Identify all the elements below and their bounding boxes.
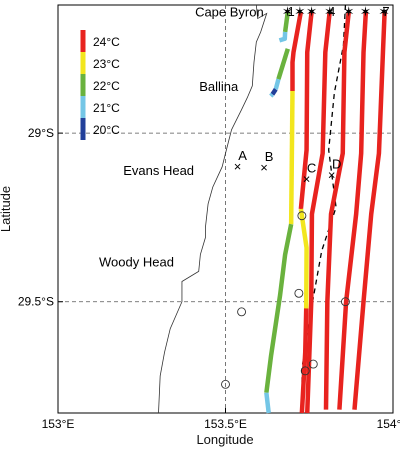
station-marker: ×	[303, 172, 311, 187]
place-label: Evans Head	[123, 163, 194, 178]
legend-label: 21°C	[93, 101, 120, 115]
station-label: B	[265, 149, 274, 164]
star-marker: ✶	[294, 5, 306, 21]
star-marker: ✶	[343, 5, 355, 21]
circle-marker	[297, 211, 307, 221]
transect-7-segment-24	[352, 11, 387, 410]
circle-marker	[237, 307, 247, 317]
circle-marker	[308, 359, 318, 369]
station-marker: ×	[328, 168, 336, 183]
transect-5-segment-24	[323, 11, 352, 410]
y-tick-label: 29.5°S	[18, 295, 54, 309]
gridlines	[58, 5, 393, 413]
transect-1-segment-22	[282, 11, 291, 33]
star-marker: ✶	[378, 5, 390, 21]
coastline	[158, 4, 268, 414]
transect-label: 7	[382, 4, 389, 19]
legend-label: 20°C	[93, 123, 120, 137]
transect-1-segment-20	[270, 88, 278, 96]
transect-label: 1	[288, 4, 295, 19]
transect-1-segment-22	[276, 48, 290, 80]
star-marker: ✶	[282, 5, 294, 21]
place-label: Woody Head	[99, 254, 174, 269]
transect-label: 4	[328, 4, 335, 19]
map-labels: A B C D 1 4 7 Cape Byron Ballina Evans Head Woody …	[99, 4, 390, 269]
transect-2-segment-24	[290, 11, 304, 91]
station-label: D	[332, 157, 341, 172]
markers: ✶ ✶ ✶ ✶ ✶ ✶ ✶× ×× ×	[221, 5, 390, 389]
y-axis-label: Latitude	[0, 186, 13, 232]
station-label: A	[238, 148, 247, 163]
legend: 24°C 23°C 22°C 21°C 20°C	[80, 30, 120, 140]
coastline-path	[158, 4, 268, 414]
x-tick-label: 153.5°E	[204, 417, 247, 431]
station-label: C	[307, 161, 316, 176]
transect-3-segment-24	[298, 11, 314, 210]
x-axis-label: Longitude	[196, 432, 253, 447]
transect-3-segment-24	[299, 308, 309, 414]
y-tick-label: 29°S	[28, 126, 54, 140]
circle-marker	[340, 297, 350, 307]
transects	[264, 11, 387, 414]
station-marker: ×	[234, 159, 242, 174]
transect-1-segment-21	[269, 92, 274, 98]
star-marker: ✶	[306, 5, 318, 21]
transect-1-segment-21	[273, 78, 281, 90]
place-label: Ballina	[199, 79, 239, 94]
transect-1-segment-21	[278, 31, 288, 43]
star-marker: ✶	[324, 5, 336, 21]
circle-marker	[300, 366, 310, 376]
legend-label: 23°C	[93, 57, 120, 71]
legend-label: 22°C	[93, 79, 120, 93]
transect-3-segment-23	[298, 208, 309, 309]
transect-2-segment-22	[264, 223, 294, 394]
star-marker: ✶	[360, 5, 372, 21]
transect-6-segment-24	[337, 11, 369, 410]
circle-marker	[294, 288, 304, 298]
axes: 153°E 153.5°E 154°E 29°S 29.5°S	[18, 126, 400, 431]
transect-2-segment-21	[264, 392, 271, 414]
x-tick-label: 153°E	[42, 417, 75, 431]
legend-label: 24°C	[93, 35, 120, 49]
place-label: Cape Byron	[195, 5, 264, 20]
transect-4-segment-24	[304, 11, 332, 414]
x-tick-label: 154°E	[377, 417, 400, 431]
transect-2-segment-23	[288, 90, 295, 225]
station-marker: ×	[260, 160, 268, 175]
circle-marker	[221, 379, 230, 389]
